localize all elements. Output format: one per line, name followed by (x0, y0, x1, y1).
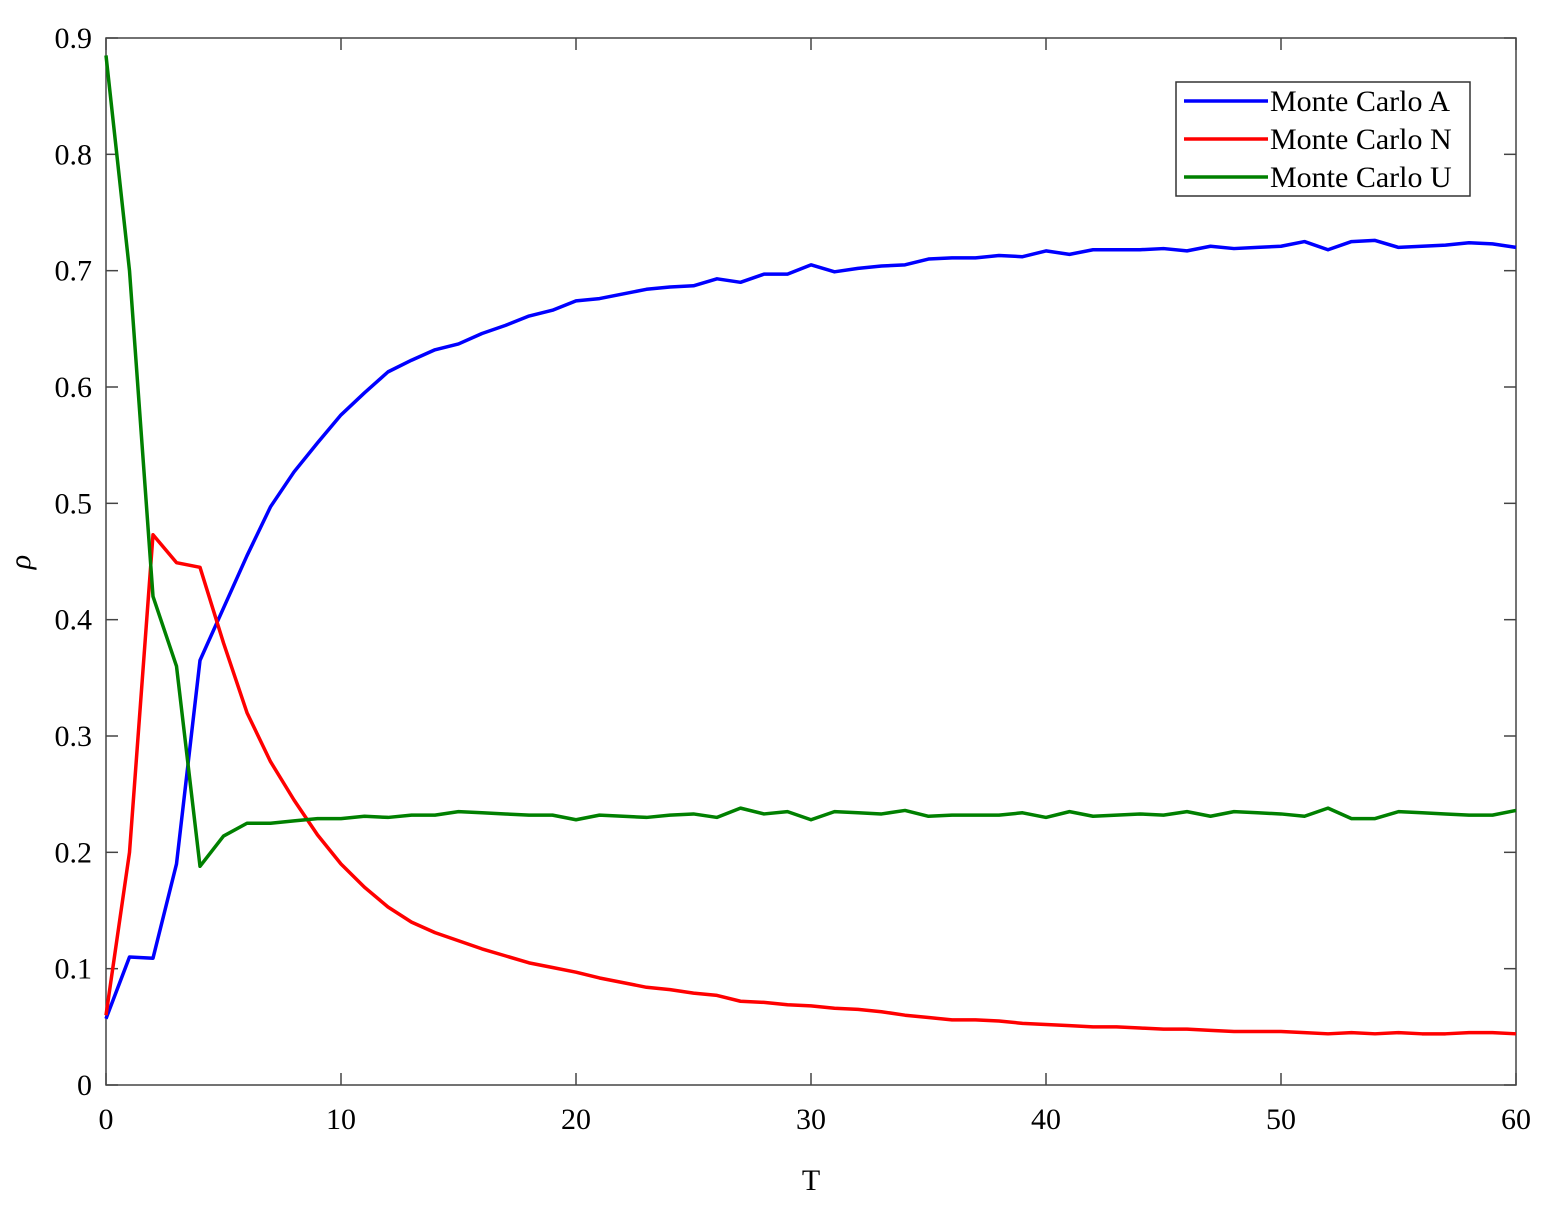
legend-entry: Monte Carlo N (1270, 123, 1452, 156)
y-tick-label: 0.6 (55, 371, 93, 404)
y-axis-label: ρ (4, 555, 37, 570)
y-tick-label: 0.8 (55, 138, 93, 171)
y-tick-label: 0.5 (55, 487, 93, 520)
y-tick-label: 0 (77, 1069, 92, 1102)
legend-entry: Monte Carlo U (1270, 161, 1452, 194)
series-line-monte-carlo-a (104, 238, 1517, 1020)
legend-entry: Monte Carlo A (1270, 85, 1450, 118)
series-line-monte-carlo-n (104, 532, 1517, 1036)
series-line-monte-carlo-u (104, 55, 1517, 869)
y-tick-label: 0.9 (55, 22, 93, 55)
x-tick-label: 0 (99, 1103, 114, 1136)
series-lines (104, 55, 1517, 1036)
y-tick-label: 0.7 (55, 255, 93, 288)
x-axis-label: T (802, 1164, 820, 1197)
x-tick-label: 50 (1266, 1103, 1296, 1136)
x-tick-label: 40 (1031, 1103, 1061, 1136)
x-tick-label: 60 (1501, 1103, 1531, 1136)
x-tick-label: 20 (561, 1103, 591, 1136)
y-tick-label: 0.1 (55, 953, 93, 986)
y-tick-label: 0.3 (55, 720, 93, 753)
x-tick-label: 30 (796, 1103, 826, 1136)
axes: 0 10 20 30 40 50 60 0 0.1 0.2 0.3 0.4 0.5 0.6 0.7 0.8 0.… (55, 22, 1532, 1136)
x-tick-label: 10 (326, 1103, 356, 1136)
y-tick-label: 0.2 (55, 836, 93, 869)
y-tick-label: 0.4 (55, 604, 93, 637)
legend: Monte Carlo A Monte Carlo N Monte Carlo U (1175, 81, 1471, 197)
